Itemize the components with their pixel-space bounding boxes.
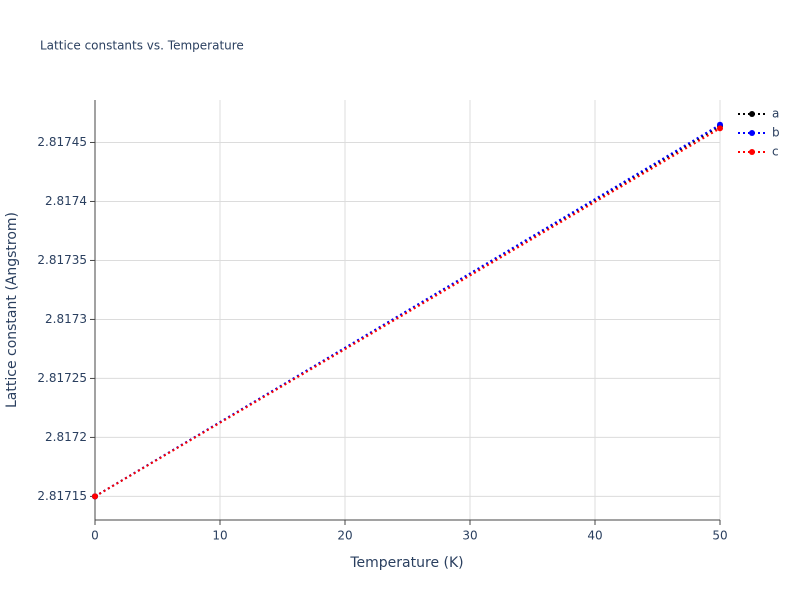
legend-marker bbox=[749, 130, 755, 136]
y-tick-label: 2.8174 bbox=[45, 194, 87, 208]
x-axis-label: Temperature (K) bbox=[349, 555, 463, 571]
y-tick-label: 2.81715 bbox=[37, 489, 87, 503]
legend-label: b bbox=[772, 126, 780, 140]
x-tick-label: 40 bbox=[587, 529, 602, 543]
y-tick-label: 2.81745 bbox=[37, 135, 87, 149]
y-tick-label: 2.8173 bbox=[45, 312, 87, 326]
data-point bbox=[92, 493, 98, 500]
y-tick-label: 2.81735 bbox=[37, 253, 87, 267]
series-line bbox=[94, 123, 721, 498]
legend-label: c bbox=[772, 145, 779, 159]
x-tick-label: 30 bbox=[462, 529, 477, 543]
data-point bbox=[717, 125, 723, 132]
legend-marker bbox=[749, 111, 755, 117]
x-tick-label: 0 bbox=[91, 529, 99, 543]
x-tick-label: 10 bbox=[212, 529, 227, 543]
x-tick-label: 50 bbox=[712, 529, 727, 543]
series-line bbox=[94, 127, 721, 498]
series-line bbox=[94, 125, 721, 498]
legend-marker bbox=[749, 149, 755, 155]
y-tick-label: 2.8172 bbox=[45, 430, 87, 444]
y-axis-label: Lattice constant (Angstrom) bbox=[4, 212, 20, 408]
chart-title: Lattice constants vs. Temperature bbox=[40, 39, 244, 53]
x-tick-label: 20 bbox=[337, 529, 352, 543]
legend-label: a bbox=[772, 107, 779, 121]
y-tick-label: 2.81725 bbox=[37, 371, 87, 385]
